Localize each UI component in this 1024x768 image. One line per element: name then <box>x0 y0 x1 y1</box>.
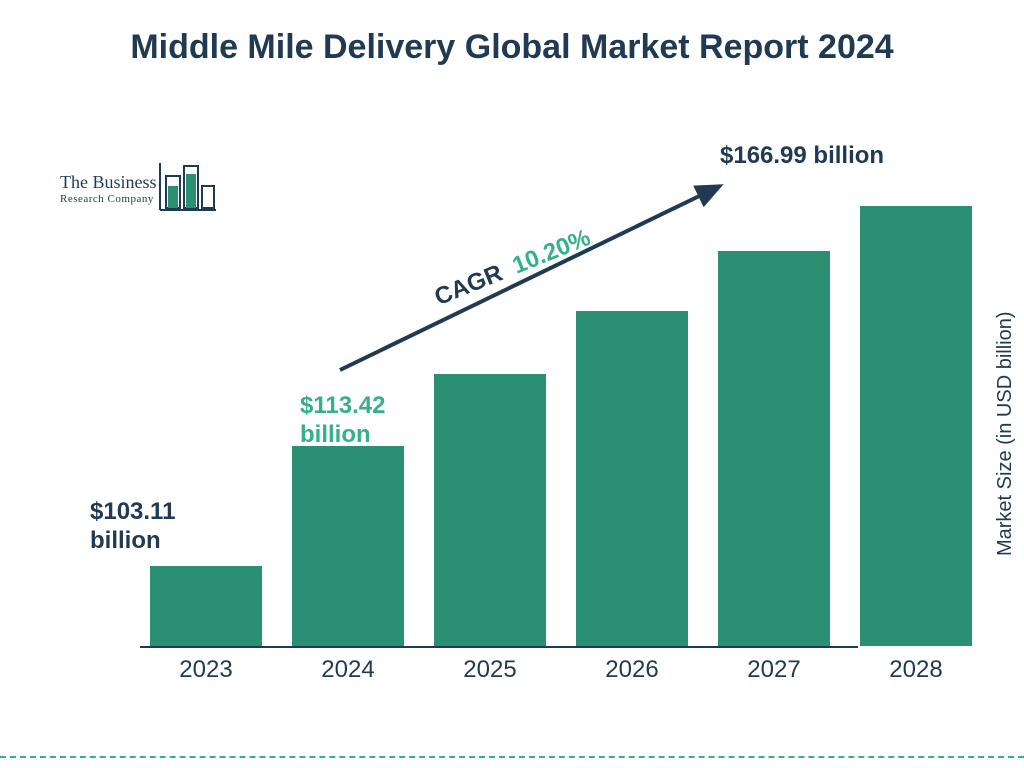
y-axis-label: Market Size (in USD billion) <box>995 312 1018 557</box>
x-axis-line <box>140 646 858 648</box>
bar-2025 <box>434 374 546 646</box>
xlabel-2028: 2028 <box>850 656 982 684</box>
chart-title: Middle Mile Delivery Global Market Repor… <box>0 28 1024 67</box>
bottom-separator <box>0 756 1024 758</box>
xlabel-2026: 2026 <box>566 656 698 684</box>
bar-2023 <box>150 566 262 646</box>
value-label-2024-line1: $113.42 <box>300 392 385 419</box>
bar-2027 <box>718 251 830 646</box>
chart-container: { "title": { "text": "Middle Mile Delive… <box>0 0 1024 768</box>
bar-2024 <box>292 446 404 646</box>
value-label-2023-line1: $103.11 <box>90 498 175 525</box>
xlabel-2027: 2027 <box>708 656 840 684</box>
value-label-2028-line1: $166.99 billion <box>720 142 884 169</box>
value-label-2028: $166.99 billion <box>720 142 884 171</box>
xlabel-2025: 2025 <box>424 656 556 684</box>
xlabel-2024: 2024 <box>282 656 414 684</box>
value-label-2023: $103.11 billion <box>90 498 175 556</box>
bar-2028 <box>860 206 972 646</box>
value-label-2023-line2: billion <box>90 527 161 554</box>
xlabel-2023: 2023 <box>140 656 272 684</box>
value-label-2024: $113.42 billion <box>300 392 385 450</box>
value-label-2024-line2: billion <box>300 421 371 448</box>
chart-plot-area: 2023 2024 2025 2026 2027 2028 <box>80 130 920 690</box>
bar-2026 <box>576 311 688 646</box>
